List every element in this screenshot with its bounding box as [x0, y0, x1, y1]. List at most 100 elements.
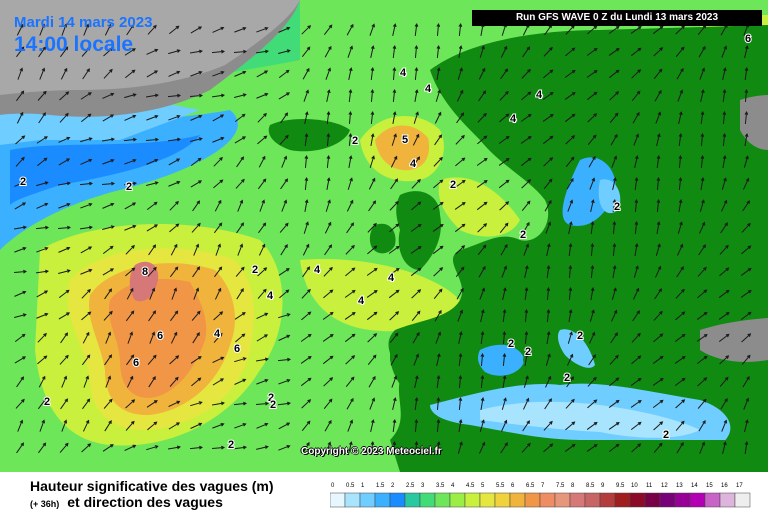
wave-direction-arrow — [587, 376, 597, 387]
contour-label: 5 — [402, 134, 408, 146]
wave-direction-arrow — [652, 355, 664, 364]
wave-direction-arrow — [82, 331, 90, 344]
wave-direction-arrow — [212, 356, 225, 363]
wave-direction-arrow — [522, 420, 530, 432]
wave-direction-arrow — [611, 309, 618, 322]
wave-direction-arrow — [304, 199, 309, 212]
wave-direction-arrow — [678, 133, 683, 147]
wave-direction-arrow — [390, 155, 398, 168]
wave-direction-arrow — [653, 421, 664, 431]
wave-direction-arrow — [696, 355, 708, 365]
wave-direction-arrow — [347, 45, 353, 58]
wave-direction-arrow — [586, 421, 598, 430]
wave-direction-arrow — [169, 266, 179, 278]
wave-direction-arrow — [392, 45, 397, 59]
scale-tick-label: 2.5 — [406, 483, 415, 489]
wave-direction-arrow — [546, 243, 551, 256]
wave-direction-arrow — [14, 202, 27, 210]
wave-direction-arrow — [193, 243, 200, 256]
wave-direction-arrow — [280, 112, 289, 124]
contour-label: 2 — [268, 392, 274, 404]
wave-direction-arrow — [148, 376, 156, 388]
wave-direction-arrow — [102, 92, 115, 99]
wave-direction-arrow — [477, 223, 488, 233]
wave-direction-arrow — [480, 309, 485, 322]
wave-direction-arrow — [588, 354, 596, 366]
wave-direction-arrow — [608, 47, 620, 56]
scale-tick-label: 5.5 — [496, 483, 505, 489]
lead-time: (+ 36h) — [30, 499, 60, 509]
wave-direction-arrow — [325, 199, 331, 212]
wave-direction-arrow — [60, 67, 68, 80]
wave-direction-arrow — [213, 179, 224, 189]
scale-swatch — [419, 492, 436, 508]
contour-label: 2 — [450, 179, 456, 191]
wave-direction-arrow — [123, 137, 138, 142]
wave-direction-arrow — [612, 242, 617, 257]
wave-direction-arrow — [211, 445, 226, 450]
wave-direction-arrow — [104, 420, 112, 432]
wave-direction-arrow — [566, 177, 574, 190]
wave-direction-arrow — [476, 201, 488, 211]
wave-direction-arrow — [523, 375, 529, 388]
scale-tick-label: 1.5 — [376, 483, 385, 489]
wave-direction-arrow — [741, 333, 752, 343]
wave-direction-arrow — [125, 420, 135, 431]
wave-direction-arrow — [477, 112, 487, 123]
wave-direction-arrow — [124, 48, 136, 56]
wave-direction-arrow — [545, 353, 551, 366]
wave-direction-arrow — [301, 25, 312, 35]
wave-direction-arrow — [499, 222, 509, 233]
scale-tick-label: 0.5 — [346, 483, 355, 489]
wave-direction-arrow — [146, 224, 159, 232]
wave-direction-arrow — [17, 419, 24, 432]
wave-direction-arrow — [589, 309, 595, 322]
wave-direction-arrow — [38, 442, 47, 454]
wave-direction-arrow — [414, 23, 419, 37]
wave-direction-arrow — [258, 243, 266, 256]
wave-direction-arrow — [458, 396, 463, 411]
wave-direction-arrow — [322, 333, 334, 342]
wave-direction-arrow — [392, 23, 397, 36]
wave-direction-arrow — [213, 311, 224, 321]
wave-direction-arrow — [190, 157, 202, 167]
wave-direction-arrow — [630, 377, 642, 386]
wave-direction-arrow — [501, 397, 507, 410]
wave-direction-arrow — [700, 177, 705, 190]
wave-direction-arrow — [633, 287, 640, 300]
contour-label: 6 — [745, 33, 751, 45]
wave-direction-arrow — [58, 289, 70, 299]
wave-direction-arrow — [38, 112, 46, 124]
wave-direction-arrow — [16, 376, 25, 388]
wave-direction-arrow — [126, 24, 134, 36]
wave-direction-arrow — [521, 91, 532, 101]
wave-direction-arrow — [410, 267, 422, 277]
wave-direction-arrow — [411, 289, 422, 299]
wave-direction-arrow — [632, 310, 640, 322]
wave-direction-arrow — [14, 180, 27, 187]
wave-direction-arrow — [278, 422, 291, 430]
wave-direction-arrow — [256, 378, 269, 385]
scale-tick-label: 3 — [421, 483, 425, 489]
wave-direction-arrow — [698, 45, 706, 58]
wave-direction-arrow — [13, 225, 27, 230]
wave-direction-arrow — [413, 111, 419, 124]
wave-direction-arrow — [390, 178, 399, 190]
wave-direction-arrow — [476, 157, 488, 166]
wave-direction-arrow — [609, 112, 619, 123]
wave-direction-arrow — [587, 25, 598, 35]
wave-direction-arrow — [190, 137, 203, 142]
wave-direction-arrow — [392, 397, 397, 410]
wave-direction-arrow — [631, 69, 642, 79]
wave-direction-arrow — [587, 113, 598, 123]
wave-direction-arrow — [744, 441, 749, 455]
wave-direction-arrow — [169, 376, 179, 387]
model-run-banner: Run GFS WAVE 0 Z du Lundi 13 mars 2023 — [472, 10, 762, 26]
wave-direction-arrow — [190, 26, 203, 34]
scale-tick-label: 17 — [736, 483, 743, 489]
wave-direction-arrow — [543, 157, 554, 167]
wave-direction-arrow — [414, 418, 419, 433]
wave-direction-arrow — [456, 287, 464, 300]
contour-label: 2 — [270, 399, 276, 411]
wave-direction-arrow — [168, 114, 181, 121]
